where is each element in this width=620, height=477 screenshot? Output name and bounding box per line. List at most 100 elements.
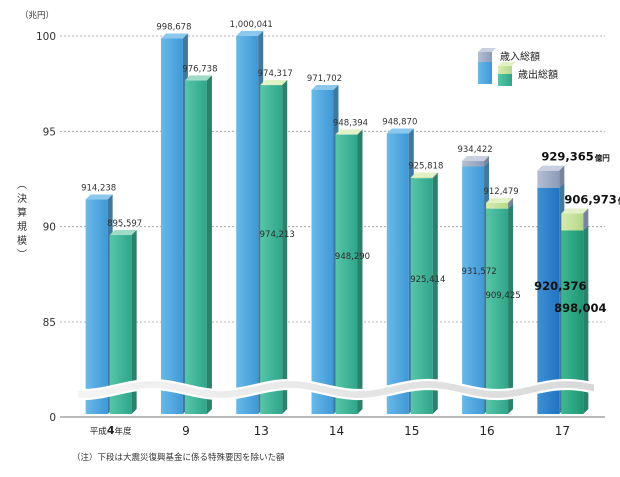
x-tick-label: 13	[254, 424, 269, 438]
bar-expenditure	[561, 230, 584, 414]
data-label-expenditure: 925,818	[408, 161, 443, 171]
data-label-revenue: 971,702	[307, 74, 342, 84]
bar-revenue	[537, 187, 560, 414]
data-label-expenditure-excluded: 909,425	[485, 291, 520, 301]
bar-expenditure-side-face	[131, 230, 137, 414]
bar-revenue	[462, 166, 485, 414]
x-tick-label: 14	[329, 424, 344, 438]
bar-expenditure-side-face	[206, 75, 212, 415]
axis-break-line	[77, 378, 595, 392]
footnote: （注）下段は大震災復興基金に係る特殊要因を除いた額	[72, 452, 285, 463]
bar-expenditure-upper-side	[508, 197, 514, 209]
data-label-expenditure: 976,738	[182, 64, 217, 74]
y-tick-label: 95	[43, 126, 56, 138]
bar-revenue	[386, 133, 409, 415]
bar-revenue-upper-side	[484, 156, 490, 167]
legend-swatch-expenditure	[498, 74, 512, 86]
y-tick-label: 90	[43, 222, 56, 234]
bar-revenue-top-face	[160, 33, 188, 39]
bar-revenue-top-face	[462, 156, 490, 162]
bar-expenditure-top-face	[335, 129, 363, 135]
bar-revenue-top-face	[386, 128, 414, 134]
bar-expenditure	[335, 134, 358, 414]
legend-swatch-revenue	[478, 62, 492, 84]
data-label-expenditure: 912,479	[483, 187, 518, 197]
y-axis-label-char: ︶	[17, 249, 27, 261]
bar-expenditure-side-face	[508, 203, 514, 414]
bar-expenditure-upper-segment	[561, 213, 584, 231]
y-axis-label-char: 規	[17, 221, 27, 233]
bar-expenditure	[260, 85, 283, 415]
y-axis-label-char: 決	[17, 193, 27, 205]
bar-expenditure-top-face	[486, 197, 514, 203]
bar-expenditure-upper-side	[357, 129, 363, 135]
data-label-revenue: 948,870	[382, 117, 417, 127]
bar-expenditure	[486, 208, 509, 414]
y-tick-label: 100	[36, 31, 56, 43]
bar-expenditure-side-face	[357, 129, 363, 414]
bar-revenue-top-face	[537, 165, 565, 171]
data-label-revenue-excluded: 920,376	[534, 279, 586, 293]
data-label-expenditure-excluded: 898,004	[554, 301, 606, 315]
data-label-expenditure: 906,973億円	[564, 192, 620, 206]
legend-swatch-expenditure-top	[498, 66, 512, 74]
bar-revenue-top-face	[236, 30, 264, 36]
bar-revenue	[311, 89, 334, 414]
legend-swatch-revenue-top	[478, 52, 492, 62]
legend-label-revenue: 歳入総額	[500, 50, 540, 63]
y-tick-label: 0	[49, 412, 56, 424]
bar-revenue-top-face	[85, 194, 113, 200]
data-label-expenditure: 974,317	[258, 69, 293, 79]
data-label-expenditure-excluded: 925,414	[410, 275, 445, 285]
bar-expenditure-top-face	[184, 75, 212, 81]
data-label-revenue: 998,678	[156, 23, 191, 33]
data-label-revenue: 934,422	[457, 145, 492, 155]
y-tick-label: 85	[43, 317, 56, 329]
bar-expenditure-side-face	[583, 225, 589, 414]
data-label-revenue: 1,000,041	[230, 20, 273, 30]
bar-expenditure-top-face	[109, 230, 137, 236]
bar-expenditure-upper-side	[432, 172, 438, 179]
bar-expenditure-side-face	[432, 173, 438, 414]
data-label-revenue-excluded: 931,572	[461, 267, 496, 277]
bar-revenue-top-face	[311, 84, 339, 90]
bar-revenue	[160, 38, 183, 414]
bar-revenue-upper-segment	[462, 161, 485, 167]
x-tick-label: 16	[479, 424, 494, 438]
bar-expenditure-side-face	[282, 80, 288, 415]
bar-revenue	[85, 199, 108, 414]
legend-swatch-expenditure-face	[498, 62, 516, 66]
legend-swatch-revenue-face	[478, 48, 496, 52]
y-axis-label-char: ︵	[17, 180, 27, 191]
x-tick-label: 9	[182, 424, 190, 438]
bar-revenue-upper-side	[559, 165, 565, 188]
data-label-expenditure: 948,394	[333, 118, 368, 128]
bar-expenditure-upper-segment	[486, 202, 509, 209]
bar-expenditure	[410, 178, 433, 414]
bar-expenditure-upper-side	[583, 208, 589, 231]
y-axis-label-char: 模	[17, 235, 27, 247]
bar-revenue-upper-segment	[537, 170, 560, 188]
bar-expenditure	[109, 235, 132, 414]
data-label-revenue: 914,238	[81, 184, 116, 194]
unit-label: （兆円）	[20, 10, 54, 21]
x-tick-label: 17	[555, 424, 570, 438]
data-label-expenditure-excluded: 948,290	[335, 252, 370, 262]
data-label-expenditure-excluded: 974,213	[260, 230, 295, 240]
bar-expenditure-upper-segment	[410, 177, 433, 179]
y-axis-label-char: 算	[17, 206, 27, 219]
bar-expenditure-top-face	[561, 208, 589, 214]
x-tick-label: 平成4年度	[90, 424, 132, 437]
bar-expenditure-top-face	[260, 79, 288, 85]
bar-revenue	[236, 35, 259, 415]
data-label-revenue: 929,365億円	[541, 150, 610, 164]
data-label-expenditure: 895,597	[107, 219, 142, 229]
bar-expenditure-upper-side	[282, 79, 288, 86]
bar-expenditure-top-face	[410, 172, 438, 178]
bar-expenditure	[184, 80, 207, 415]
x-tick-label: 15	[404, 424, 419, 438]
legend-label-expenditure: 歳出総額	[518, 68, 558, 81]
axis-break-line	[77, 387, 595, 401]
